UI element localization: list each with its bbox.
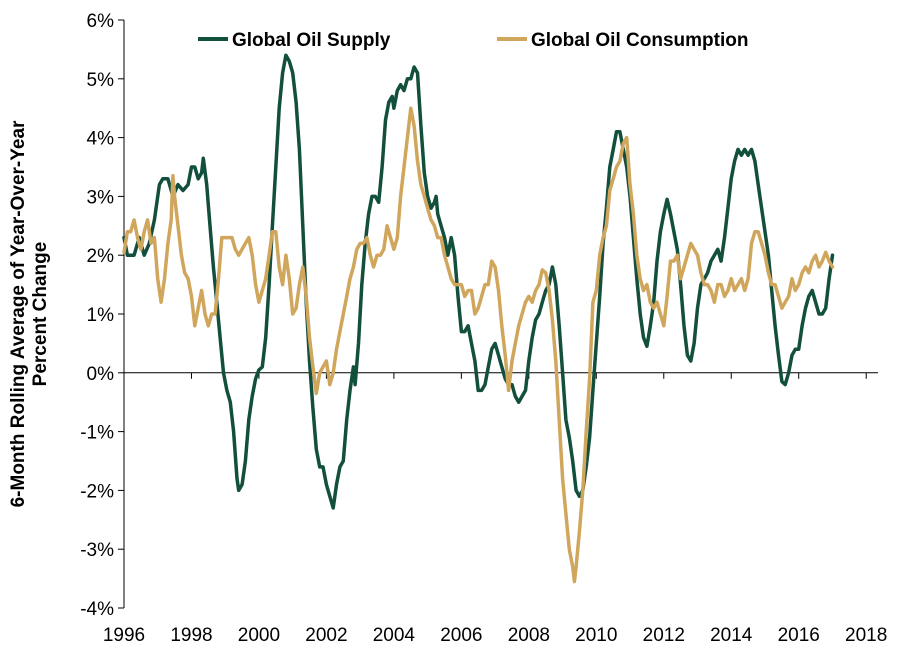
y-tick-label: 3% bbox=[87, 187, 115, 208]
legend: Global Oil Supply Global Oil Consumption bbox=[198, 30, 748, 51]
legend-label-supply: Global Oil Supply bbox=[232, 30, 391, 51]
y-axis-title-line2: Percent Change bbox=[30, 242, 51, 387]
y-axis-title: 6-Month Rolling Average of Year-Over-Yea… bbox=[8, 120, 51, 507]
y-tick-label: -2% bbox=[80, 481, 114, 502]
y-tick-label: 2% bbox=[87, 246, 115, 267]
x-tick-label: 2000 bbox=[238, 625, 280, 646]
x-tick-label: 2010 bbox=[575, 625, 617, 646]
y-tick-label: 1% bbox=[87, 305, 115, 326]
x-tick-label: 1998 bbox=[170, 625, 212, 646]
y-axis-title-line1: 6-Month Rolling Average of Year-Over-Yea… bbox=[8, 120, 29, 507]
y-tick-label: 6% bbox=[87, 11, 115, 32]
x-tick-label: 2008 bbox=[508, 625, 550, 646]
x-tick-label: 2012 bbox=[643, 625, 685, 646]
plot-area: -4% -3% -2% -1% 0% 1% 2% 3% 4% 5% 6% 1996 1998 2000 20… bbox=[80, 11, 887, 646]
series-line-global-oil-consumption bbox=[122, 106, 835, 584]
x-tick-label: 2018 bbox=[845, 625, 887, 646]
y-tick-label: -1% bbox=[80, 423, 114, 444]
y-tick-label: -4% bbox=[80, 599, 114, 620]
y-tick-label: 4% bbox=[87, 129, 115, 150]
y-tick-label: 0% bbox=[87, 364, 115, 385]
y-tick-label: -3% bbox=[80, 540, 114, 561]
x-tick-label: 2006 bbox=[440, 625, 482, 646]
x-tick-label: 2014 bbox=[710, 625, 753, 646]
y-tick-label: 5% bbox=[87, 70, 115, 91]
x-tick-label: 1996 bbox=[103, 625, 145, 646]
legend-label-consumption: Global Oil Consumption bbox=[531, 30, 748, 51]
series-line-global-oil-supply bbox=[122, 53, 835, 510]
x-tick-label: 2016 bbox=[778, 625, 820, 646]
x-tick-label: 2004 bbox=[373, 625, 416, 646]
x-tick-label: 2002 bbox=[305, 625, 347, 646]
